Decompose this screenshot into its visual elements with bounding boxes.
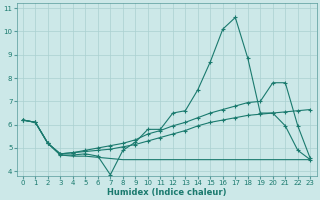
- X-axis label: Humidex (Indice chaleur): Humidex (Indice chaleur): [107, 188, 226, 197]
